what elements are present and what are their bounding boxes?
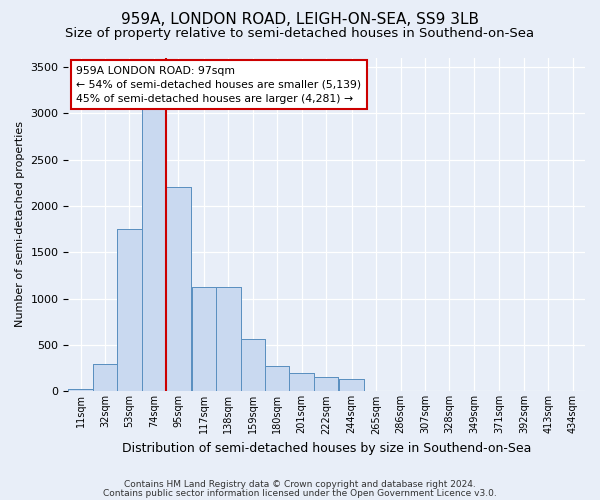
Bar bbox=[142, 86, 166, 392]
Text: Contains public sector information licensed under the Open Government Licence v3: Contains public sector information licen… bbox=[103, 488, 497, 498]
Bar bbox=[216, 286, 241, 392]
Text: 959A, LONDON ROAD, LEIGH-ON-SEA, SS9 3LB: 959A, LONDON ROAD, LEIGH-ON-SEA, SS9 3LB bbox=[121, 12, 479, 28]
X-axis label: Distribution of semi-detached houses by size in Southend-on-Sea: Distribution of semi-detached houses by … bbox=[122, 442, 532, 455]
Bar bbox=[289, 373, 314, 392]
Bar bbox=[142, 86, 166, 392]
Bar bbox=[340, 380, 364, 392]
Bar bbox=[117, 229, 142, 392]
Bar bbox=[241, 340, 265, 392]
Bar bbox=[166, 188, 191, 392]
Y-axis label: Number of semi-detached properties: Number of semi-detached properties bbox=[15, 122, 25, 328]
Bar bbox=[68, 388, 93, 392]
Text: Contains HM Land Registry data © Crown copyright and database right 2024.: Contains HM Land Registry data © Crown c… bbox=[124, 480, 476, 489]
Bar bbox=[93, 364, 117, 392]
Bar bbox=[192, 286, 216, 392]
Bar bbox=[241, 340, 265, 392]
Bar bbox=[166, 188, 191, 392]
Bar bbox=[68, 388, 93, 392]
Bar bbox=[314, 378, 338, 392]
Text: Size of property relative to semi-detached houses in Southend-on-Sea: Size of property relative to semi-detach… bbox=[65, 28, 535, 40]
Bar bbox=[340, 380, 364, 392]
Bar bbox=[192, 286, 216, 392]
Text: 959A LONDON ROAD: 97sqm
← 54% of semi-detached houses are smaller (5,139)
45% of: 959A LONDON ROAD: 97sqm ← 54% of semi-de… bbox=[76, 66, 361, 104]
Bar bbox=[314, 378, 338, 392]
Bar bbox=[265, 366, 289, 392]
Bar bbox=[117, 229, 142, 392]
Bar bbox=[93, 364, 117, 392]
Bar bbox=[216, 286, 241, 392]
Bar bbox=[289, 373, 314, 392]
Bar bbox=[265, 366, 289, 392]
